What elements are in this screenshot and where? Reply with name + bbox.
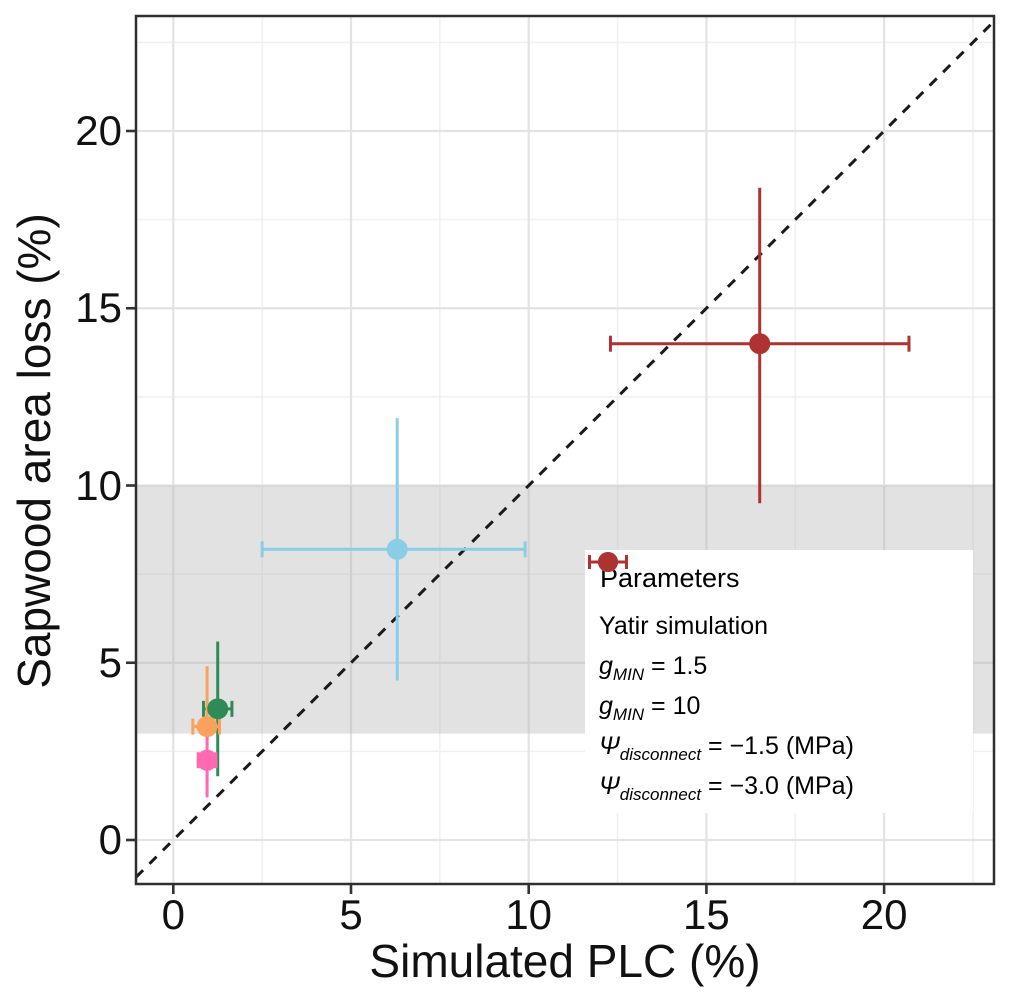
y-tick-label: 20 — [75, 107, 122, 154]
y-tick-label: 0 — [98, 816, 122, 863]
data-point — [196, 716, 218, 738]
legend-item: gMIN = 10 — [585, 552, 973, 726]
legend-item: Ψdisconnect = −3.0 (MPa) — [585, 552, 973, 806]
legend-title: Parameters — [600, 563, 740, 593]
y-axis-title: Sapwood area loss (%) — [8, 213, 60, 689]
y-tick-label: 5 — [98, 638, 122, 686]
y-tick-label: 15 — [75, 284, 122, 332]
x-tick-label: 10 — [505, 891, 553, 938]
legend-item-label: gMIN = 1.5 — [599, 651, 708, 684]
x-tick-label: 15 — [683, 891, 730, 938]
data-point — [207, 698, 229, 720]
panel-border — [134, 14, 996, 886]
legend-item: Yatir simulation — [585, 552, 973, 646]
legend-item-label: Ψdisconnect = −3.0 (MPa) — [599, 771, 854, 804]
legend-item-label: Ψdisconnect = −1.5 (MPa) — [599, 731, 854, 764]
x-axis-title: Simulated PLC (%) — [369, 935, 761, 987]
legend-item-label: Yatir simulation — [599, 611, 769, 640]
identity-line — [134, 20, 996, 879]
legend-rows: Yatir simulation gMIN = 1.5 — [585, 552, 973, 806]
x-tick-label: 20 — [860, 891, 908, 938]
data-point — [386, 538, 408, 560]
legend-item-label: gMIN = 10 — [599, 691, 701, 724]
legend-item: gMIN = 1.5 — [585, 552, 973, 686]
legend-item: Ψdisconnect = −1.5 (MPa) — [585, 552, 973, 766]
x-tick-label: 5 — [339, 891, 363, 938]
data-point — [749, 333, 771, 355]
y-tick-label: 10 — [75, 461, 122, 509]
x-tick-label: 0 — [161, 891, 185, 938]
legend: Parameters Yatir simulation — [585, 550, 973, 813]
legend-key-icon — [588, 552, 628, 572]
data-point — [196, 749, 218, 771]
